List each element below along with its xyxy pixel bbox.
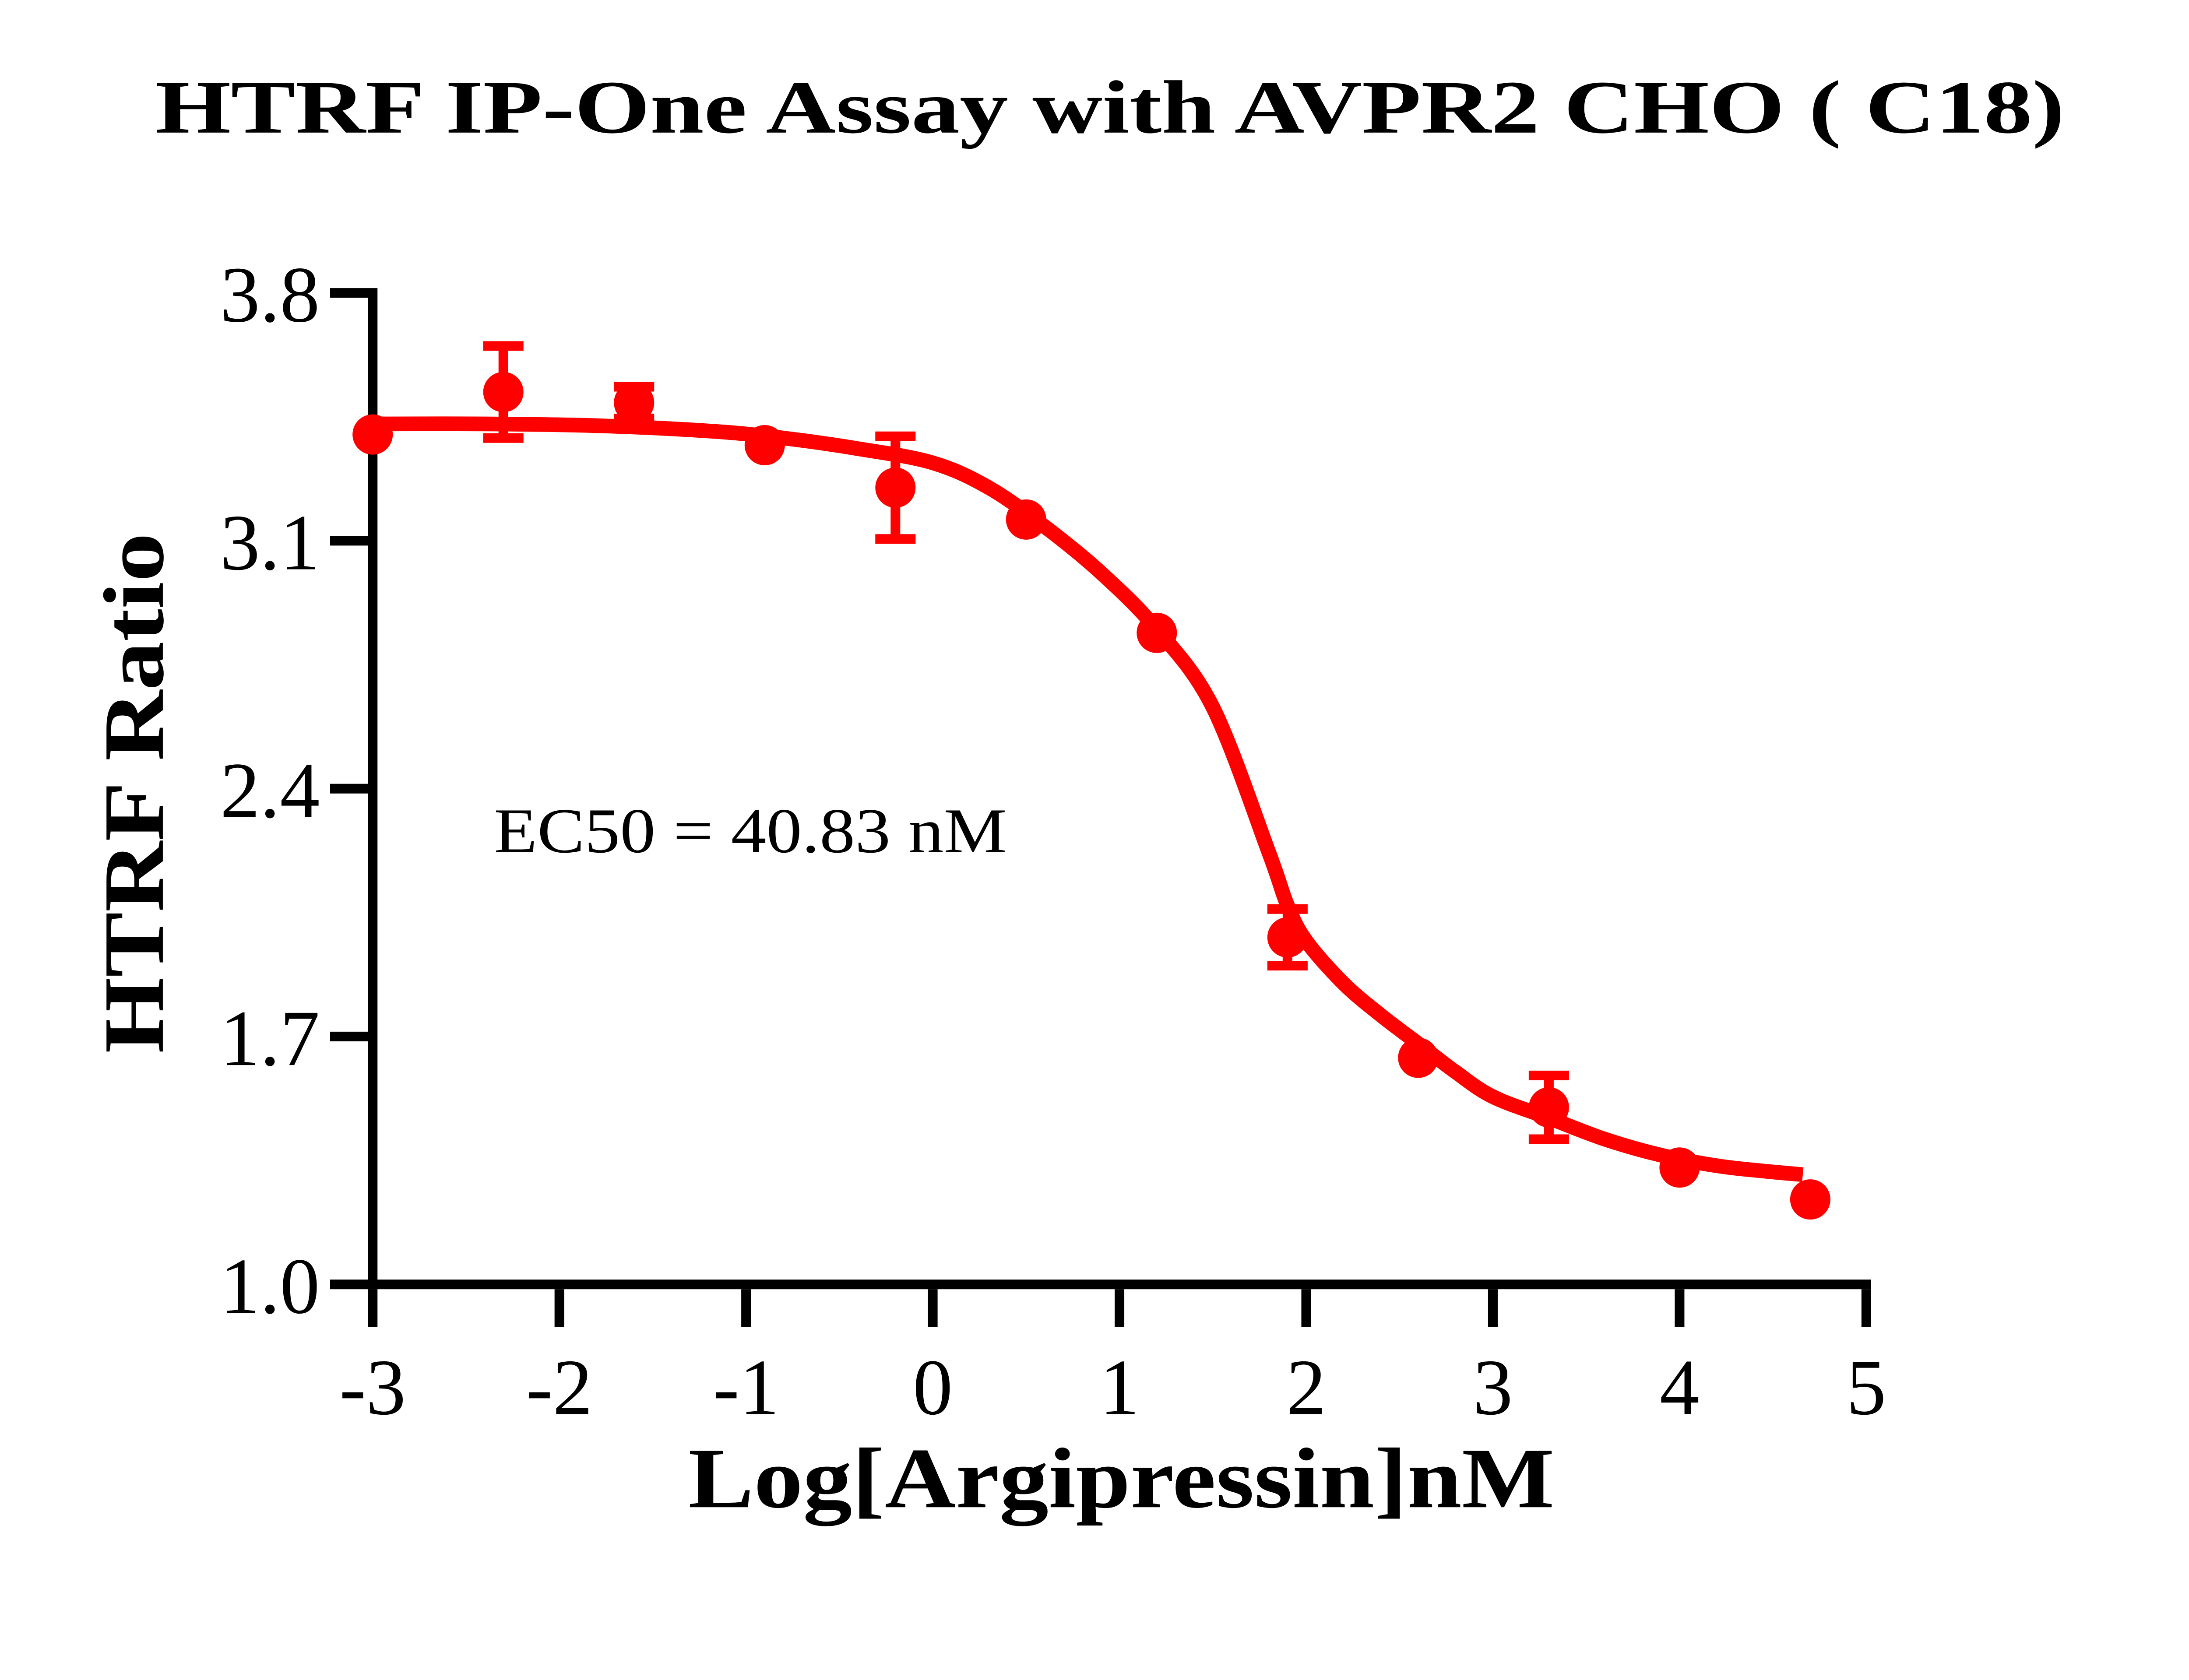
dose-response-chart: 3.8 3.1 2.4 1.7 1.0-3 -2 -1 0 1 2 3 4 5 HTRF IP-One …: [86, 65, 2065, 1527]
x-axis-title: Log[Argipressin]nM: [688, 1430, 1555, 1526]
data-point-marker: [1528, 1087, 1569, 1128]
data-point-marker: [744, 425, 785, 465]
x-tick-label: 1: [1100, 1343, 1140, 1431]
y-tick-label: 3.8: [220, 251, 320, 339]
series-argipressin: [352, 341, 1830, 1220]
x-tick-label: 5: [1846, 1343, 1886, 1431]
x-tick-label: -2: [526, 1343, 593, 1431]
chart-title: HTRF IP-One Assay with AVPR2 CHO ( C18): [155, 66, 2065, 149]
data-point-marker: [1659, 1147, 1700, 1188]
data-point-marker: [352, 414, 393, 455]
y-axis-title: HTRF Ratio: [86, 533, 182, 1053]
y-tick-label: 1.7: [220, 995, 320, 1083]
x-tick-label: 2: [1286, 1343, 1326, 1431]
data-point-marker: [1006, 499, 1046, 540]
x-tick-label: 0: [913, 1343, 953, 1431]
y-tick-label: 2.4: [220, 747, 320, 835]
x-tick-label: -1: [713, 1343, 779, 1431]
data-point-marker: [1398, 1037, 1439, 1078]
y-tick-label: 1.0: [220, 1242, 320, 1330]
data-point-marker: [1137, 612, 1177, 653]
data-point-marker: [614, 382, 655, 423]
ec50-annotation: EC50 = 40.83 nM: [494, 795, 1007, 866]
data-point-marker: [875, 467, 916, 508]
y-tick-label: 3.1: [220, 499, 320, 587]
fit-curve: [373, 416, 1804, 1182]
x-tick-label: -3: [339, 1343, 406, 1431]
x-tick-label: 3: [1473, 1343, 1513, 1431]
x-tick-label: 4: [1660, 1343, 1700, 1431]
axes: 3.8 3.1 2.4 1.7 1.0-3 -2 -1 0 1 2 3 4 5: [220, 251, 1886, 1431]
figure: 3.8 3.1 2.4 1.7 1.0 -3 -2 -1 0 1 2 3 4 5 HTRF IP-One …: [86, 65, 2065, 1527]
data-point-marker: [1267, 917, 1308, 958]
data-point-marker: [483, 372, 524, 412]
data-point-marker: [1790, 1179, 1830, 1220]
